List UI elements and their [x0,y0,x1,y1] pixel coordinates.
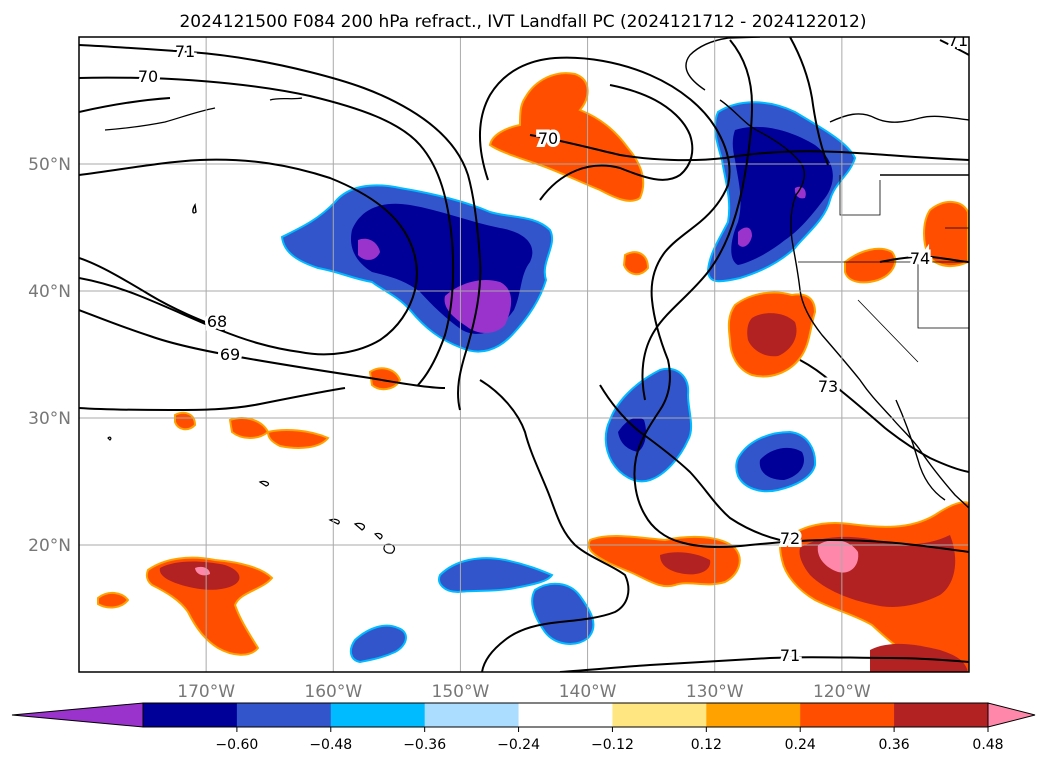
colorbar-bin [518,703,613,727]
southwest-red-region [159,561,240,590]
inland-orange-region [844,247,897,284]
colorbar-tick-label: 0.48 [972,737,1003,753]
longitude-tick-label: 170°W [177,682,235,702]
southern-blue-region-b [349,624,407,664]
longitude-tick-label: 130°W [686,682,744,702]
subtropical-navy-region [618,417,646,452]
figure-title: 2024121500 F084 200 hPa refract., IVT La… [179,12,866,32]
colorbar-bin [330,703,426,727]
colorbar-extend-low [11,702,144,728]
west-midlat-orange-strip-b [174,411,197,431]
small-purple-region [358,238,380,260]
colorbar-tick-label: −0.48 [309,737,352,753]
colorbar-tick-label: 0.36 [879,737,910,753]
colorbar-bin [894,703,989,727]
axis-tick-labels: 170°W 160°W 150°W 140°W 130°W 120°W 50°N 40°N 30… [28,155,871,702]
colorbar-frame [142,702,989,728]
central-small-orange-region [368,367,402,391]
latitude-tick-label: 30°N [28,409,71,429]
contour-label: 70 [538,129,558,148]
colorbar-bin [143,703,238,727]
contour-label: 71 [175,42,195,61]
contour-label: 70 [138,67,158,86]
latitude-tick-label: 50°N [28,155,71,175]
colorbar-tick-label: −0.60 [215,737,258,753]
contour-label: 68 [207,312,227,331]
colorbar-tick-label: 0.24 [785,737,816,753]
contour-labels: 71 70 70 68 69 73 72 71 74 71 [135,31,969,668]
northwest-coast-purple-region [738,186,806,247]
map-panel: 71 70 70 68 69 73 72 71 74 71 [79,31,969,672]
longitude-tick-label: 160°W [304,682,362,702]
east-subtropical-navy-region [759,447,804,480]
contour-label: 69 [220,345,240,364]
northwest-coast-orange-region [923,201,969,268]
islands [104,97,396,554]
hawaii-south-blue-region [438,557,554,594]
west-small-orange-region [97,592,130,609]
subtropical-blue-region [604,367,693,483]
contour-label: 73 [818,377,838,396]
colorbar-tick-label: −0.12 [591,737,634,753]
colorbar-tick-label: −0.36 [403,737,446,753]
colorbar-bin [706,703,801,727]
northeast-pacific-red-region [747,313,797,357]
contour-label: 71 [780,646,800,665]
contour-label: 72 [780,529,800,548]
southern-red-region [660,552,711,575]
colorbar-bin [612,703,707,727]
map-frame [78,36,970,673]
coastline [192,37,969,509]
colorbar-bin [424,703,520,727]
colorbar-extend-high [987,702,1036,728]
colorbar-tick-label: −0.24 [497,737,540,753]
longitude-tick-label: 140°W [559,682,617,702]
longitude-tick-label: 150°W [432,682,490,702]
southeast-pink-region [817,540,859,573]
refractivity-contours [79,37,969,672]
latitude-tick-label: 40°N [28,282,71,302]
colorbar-tick-label: 0.12 [691,737,722,753]
latitude-tick-label: 20°N [28,536,71,556]
colorbar-bin [236,703,332,727]
colorbar-bin [800,703,895,727]
contour-label: 74 [910,249,930,268]
colorbar: −0.60 −0.48 −0.36 −0.24 −0.12 0.12 0.24 0.36 0.4… [11,702,1036,753]
longitude-tick-label: 120°W [813,682,871,702]
northwest-coast-navy-region [731,126,833,265]
north-central-small-orange-region [622,251,650,276]
contour-label: 71 [948,31,968,50]
